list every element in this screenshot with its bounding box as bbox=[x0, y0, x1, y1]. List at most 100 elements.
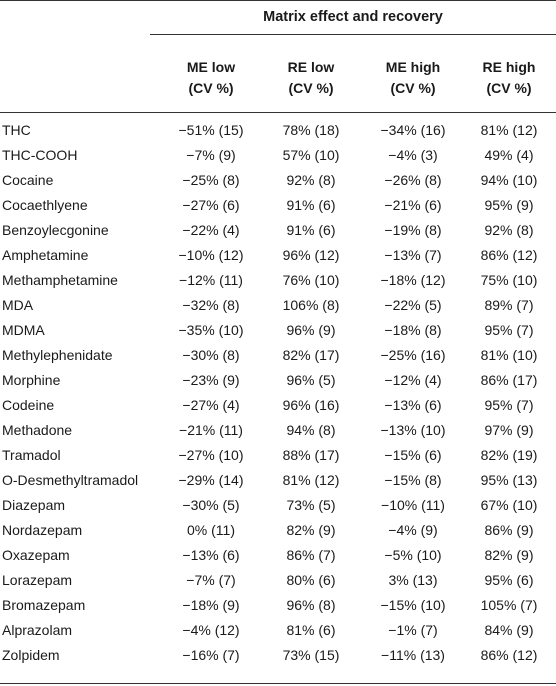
table-row: Tramadol −27% (10) 88% (17) −15% (6) 82% (19… bbox=[0, 443, 556, 468]
cell-compound: Morphine bbox=[2, 372, 61, 388]
table-row: Alprazolam −4% (12) 81% (6) −1% (7) 84% (9) bbox=[0, 618, 556, 643]
cell-me-low: −25% (8) bbox=[182, 172, 240, 188]
cell-me-low: −18% (9) bbox=[182, 597, 240, 613]
header-re-high-line2: (CV %) bbox=[486, 80, 532, 96]
cell-me-high: −19% (8) bbox=[384, 222, 442, 238]
cell-me-low: −27% (6) bbox=[182, 197, 240, 213]
table-bottom-rule bbox=[0, 683, 556, 684]
cell-re-low: 96% (9) bbox=[286, 322, 336, 338]
table-row: Methylephenidate −30% (8) 82% (17) −25% (16… bbox=[0, 343, 556, 368]
cell-re-high: 84% (9) bbox=[484, 622, 534, 638]
cell-me-low: −7% (9) bbox=[186, 147, 236, 163]
table-row: Methamphetamine −12% (11) 76% (10) −18% (12… bbox=[0, 268, 556, 293]
cell-me-low: −51% (15) bbox=[178, 122, 244, 138]
cell-compound: MDA bbox=[2, 297, 34, 313]
cell-re-low: 96% (12) bbox=[282, 247, 340, 263]
cell-re-low: 78% (18) bbox=[282, 122, 340, 138]
cell-compound: Oxazepam bbox=[2, 547, 70, 563]
cell-me-high: −10% (11) bbox=[381, 497, 445, 513]
cell-me-high: −22% (5) bbox=[384, 297, 442, 313]
table-row: O-Desmethyltramadol −29% (14) 81% (12) −15%… bbox=[0, 468, 556, 493]
cell-me-high: −25% (16) bbox=[380, 347, 446, 363]
cell-me-low: −12% (11) bbox=[179, 272, 243, 288]
cell-re-high: 49% (4) bbox=[484, 147, 534, 163]
cell-re-low: 76% (10) bbox=[282, 272, 340, 288]
cell-me-high: 3% (13) bbox=[388, 572, 438, 588]
cell-me-high: −18% (8) bbox=[384, 322, 442, 338]
cell-me-high: −18% (12) bbox=[380, 272, 446, 288]
cell-me-high: −12% (4) bbox=[384, 372, 442, 388]
cell-re-high: 94% (10) bbox=[480, 172, 538, 188]
cell-me-low: −21% (11) bbox=[179, 422, 243, 438]
cell-compound: Codeine bbox=[2, 397, 55, 413]
cell-me-high: −13% (6) bbox=[384, 397, 442, 413]
cell-re-high: 95% (6) bbox=[484, 572, 534, 588]
cell-compound: Methamphetamine bbox=[2, 272, 118, 288]
cell-compound: Methylephenidate bbox=[2, 347, 113, 363]
cell-me-high: −5% (10) bbox=[384, 547, 442, 563]
header-me-low-line1: ME low bbox=[186, 59, 236, 75]
table-row: Benzoylecgonine −22% (4) 91% (6) −19% (8) 92… bbox=[0, 218, 556, 243]
cell-me-low: −4% (12) bbox=[182, 622, 240, 638]
cell-me-low: −10% (12) bbox=[178, 247, 244, 263]
cell-re-low: 96% (8) bbox=[286, 597, 336, 613]
cell-re-low: 81% (6) bbox=[286, 622, 336, 638]
table-row: THC −51% (15) 78% (18) −34% (16) 81% (12) bbox=[0, 118, 556, 143]
cell-re-low: 106% (8) bbox=[282, 297, 340, 313]
cell-compound: Lorazepam bbox=[2, 572, 73, 588]
cell-compound: Tramadol bbox=[2, 447, 61, 463]
cell-re-high: 82% (9) bbox=[484, 547, 534, 563]
header-bottom-rule bbox=[0, 112, 556, 113]
cell-me-high: −34% (16) bbox=[380, 122, 446, 138]
table-row: Diazepam −30% (5) 73% (5) −10% (11) 67% (10) bbox=[0, 493, 556, 518]
cell-re-high: 81% (10) bbox=[480, 347, 538, 363]
cell-re-low: 94% (8) bbox=[286, 422, 336, 438]
cell-re-low: 73% (5) bbox=[286, 497, 336, 513]
cell-me-low: −27% (10) bbox=[178, 447, 244, 463]
table-row: Morphine −23% (9) 96% (5) −12% (4) 86% (17) bbox=[0, 368, 556, 393]
cell-compound: Diazepam bbox=[2, 497, 66, 513]
cell-me-low: −13% (6) bbox=[182, 547, 240, 563]
cell-me-high: −4% (9) bbox=[388, 522, 438, 538]
cell-me-high: −1% (7) bbox=[388, 622, 438, 638]
cell-re-high: 95% (7) bbox=[484, 397, 534, 413]
cell-re-low: 80% (6) bbox=[286, 572, 336, 588]
cell-me-high: −4% (3) bbox=[388, 147, 438, 163]
cell-me-low: −32% (8) bbox=[182, 297, 240, 313]
cell-re-high: 105% (7) bbox=[480, 597, 538, 613]
cell-me-high: −15% (6) bbox=[384, 447, 442, 463]
cell-compound: MDMA bbox=[2, 322, 45, 338]
cell-re-high: 89% (7) bbox=[484, 297, 534, 313]
cell-me-low: 0% (11) bbox=[187, 522, 235, 538]
cell-re-high: 86% (12) bbox=[480, 647, 538, 663]
cell-re-high: 81% (12) bbox=[480, 122, 538, 138]
table-row: Amphetamine −10% (12) 96% (12) −13% (7) 86% … bbox=[0, 243, 556, 268]
cell-re-high: 86% (17) bbox=[480, 372, 538, 388]
header-me-high-line2: (CV %) bbox=[390, 80, 436, 96]
header-me-low-line2: (CV %) bbox=[188, 80, 234, 96]
cell-compound: Cocaethlyene bbox=[2, 197, 88, 213]
cell-re-low: 81% (12) bbox=[282, 472, 340, 488]
cell-re-low: 96% (16) bbox=[282, 397, 340, 413]
cell-re-low: 96% (5) bbox=[286, 372, 336, 388]
cell-me-low: −30% (5) bbox=[182, 497, 240, 513]
header-re-high-line1: RE high bbox=[482, 59, 536, 75]
table-row: Zolpidem −16% (7) 73% (15) −11% (13) 86% (12… bbox=[0, 643, 556, 668]
header-re-low-line1: RE low bbox=[287, 59, 335, 75]
cell-re-high: 97% (9) bbox=[484, 422, 534, 438]
cell-compound: Cocaine bbox=[2, 172, 54, 188]
header-re-high: RE high (CV %) bbox=[466, 57, 552, 99]
table-row: Oxazepam −13% (6) 86% (7) −5% (10) 82% (9) bbox=[0, 543, 556, 568]
table-row: Cocaine −25% (8) 92% (8) −26% (8) 94% (10) bbox=[0, 168, 556, 193]
cell-re-high: 75% (10) bbox=[480, 272, 538, 288]
cell-me-low: −23% (9) bbox=[182, 372, 240, 388]
cell-me-low: −16% (7) bbox=[182, 647, 240, 663]
cell-re-high: 67% (10) bbox=[480, 497, 538, 513]
cell-compound: THC bbox=[2, 122, 31, 138]
cell-me-low: −27% (4) bbox=[182, 397, 240, 413]
cell-me-high: −15% (8) bbox=[384, 472, 442, 488]
cell-me-high: −11% (13) bbox=[381, 647, 445, 663]
table-row: Methadone −21% (11) 94% (8) −13% (10) 97% (9… bbox=[0, 418, 556, 443]
cell-re-low: 86% (7) bbox=[286, 547, 336, 563]
cell-re-high: 95% (13) bbox=[480, 472, 538, 488]
